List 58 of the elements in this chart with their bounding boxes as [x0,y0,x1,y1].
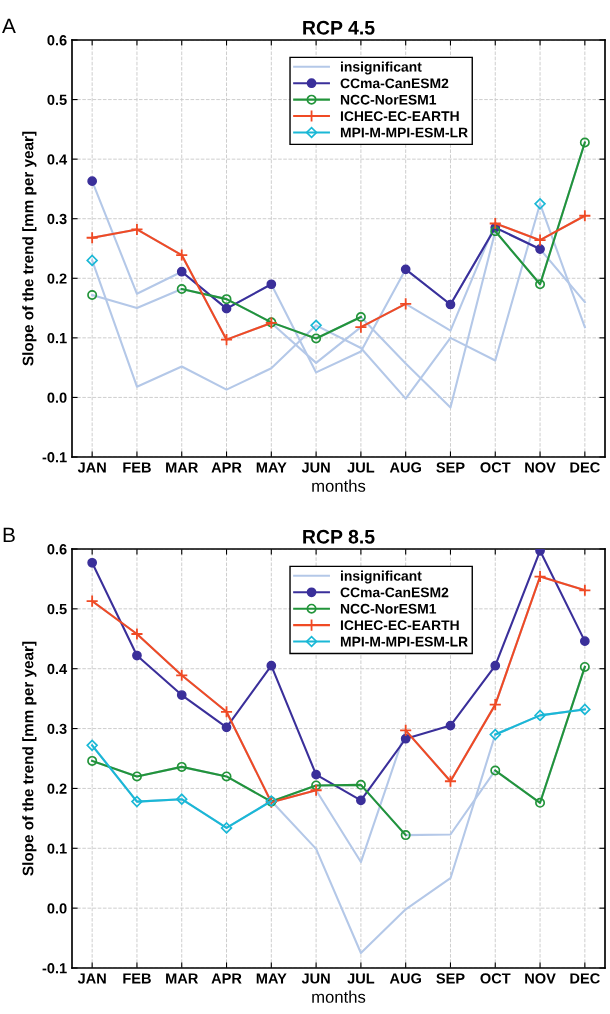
legend-label: CCma-CanESM2 [340,587,449,598]
legend-label: MPI-M-MPI-ESM-LR [340,636,468,647]
legend-label: insignificant [341,61,422,75]
legend-label: MPI-M-MPI-ESM-LR [340,127,468,138]
x-tick-label: OCT [480,973,511,984]
x-tick-label: MAR [166,462,199,473]
y-tick-label: 0.5 [47,94,67,105]
y-tick-label: 0.6 [47,544,67,555]
legend-label: ICHEC-EC-EARTH [340,111,459,122]
x-tick-label: DEC [570,462,600,473]
y-tick-label: 0.4 [47,154,68,165]
y-tick-label: 0.1 [47,843,67,854]
legend-label: CCma-CanESM2 [340,78,449,89]
y-tick-label: 0.1 [47,332,67,344]
chart-title: RCP 8.5 [303,529,375,544]
x-tick-label: NOV [525,973,556,984]
x-tick-label: SEP [436,973,465,984]
y-tick-label: 0.3 [47,723,67,735]
x-axis-title: months [312,479,366,492]
x-tick-label: SEP [436,462,465,473]
x-tick-label: AUG [389,973,421,984]
y-axis-title: Slope of the trend [mm per year] [22,131,37,366]
x-tick-label: DEC [570,973,600,984]
chart-title: RCP 4.5 [303,20,375,35]
x-axis-title: months [312,990,366,1003]
x-tick-label: NOV [525,462,556,473]
y-tick-label: -0.1 [42,963,67,974]
legend-label: NCC-NorESM1 [340,603,437,614]
y-tick-label: 0.2 [47,783,67,794]
text: A [2,18,16,34]
y-axis-title: Slope of the trend [mm per year] [22,641,37,876]
x-tick-label: MAR [166,973,199,984]
y-tick-label: 0.0 [47,392,67,403]
y-tick-label: 0.2 [47,273,67,284]
y-tick-label: 0.3 [47,213,67,225]
x-tick-label: FEB [123,462,151,473]
legend-label: ICHEC-EC-EARTH [340,620,459,631]
y-tick-label: 0.0 [47,903,67,914]
x-tick-label: MAY [256,973,287,984]
x-tick-label: JUL [347,462,375,473]
x-tick-label: FEB [123,973,151,984]
text: B [3,527,15,543]
y-tick-label: 0.5 [47,603,67,615]
x-tick-label: OCT [480,462,511,473]
y-tick-label: 0.6 [47,35,67,46]
legend-label: insignificant [341,570,422,584]
x-tick-label: JUN [301,462,330,473]
x-tick-label: MAY [256,462,287,473]
y-tick-label: -0.1 [42,452,67,463]
x-tick-label: AUG [389,462,421,473]
legend-label: NCC-NorESM1 [340,94,437,105]
x-tick-label: JAN [77,973,106,984]
x-tick-label: JUL [347,973,375,984]
x-tick-label: APR [211,973,242,984]
y-tick-label: 0.4 [47,663,68,675]
x-tick-label: JAN [77,462,106,473]
x-tick-label: JUN [301,973,330,984]
x-tick-label: APR [211,462,242,473]
